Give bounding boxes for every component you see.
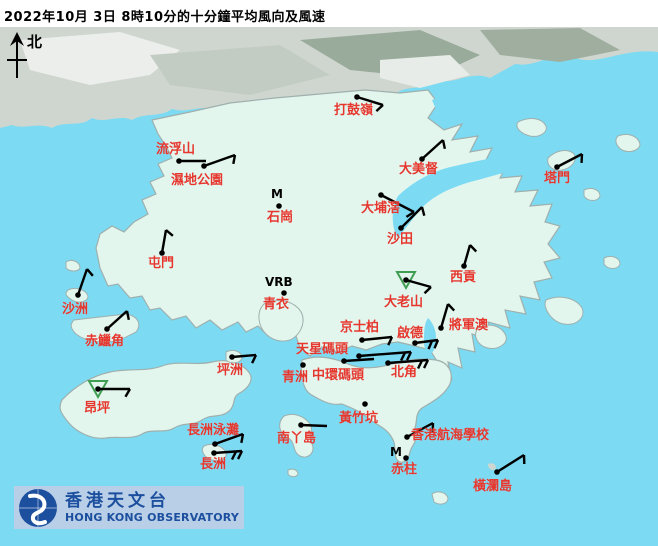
station-kings-park [359,335,394,346]
station-tai-po-kau [378,192,415,218]
station-dot-icon [403,277,409,283]
station-dot-icon [212,441,218,447]
station-dot-icon [412,340,418,346]
station-tsing-yi [281,290,287,296]
urban-patch [380,55,470,88]
station-dot-icon [359,337,365,343]
station-dot-icon [461,263,467,269]
station-dot-icon [362,401,368,407]
station-central-pier [341,357,375,364]
station-sha-chau [75,268,94,298]
north-arrow-icon [7,32,27,78]
station-north-point [385,358,430,370]
hko-name-zh: 香港天文台 [65,490,170,511]
station-kai-tak [412,338,440,350]
tap-mun-island [547,150,576,171]
station-sai-kung [461,244,478,269]
hill-patch [480,28,620,62]
station-dot-icon [404,434,410,440]
station-peng-chau [229,353,258,364]
island [287,468,299,478]
station-shek-kong [276,203,282,209]
station-dot-icon [356,353,362,359]
island [544,296,584,325]
hko-logo-texts: 香港天文台 HONG KONG OBSERVATORY [65,490,240,524]
station-ta-kwu-ling [354,94,384,112]
station-dot-icon [229,354,235,360]
island [615,133,641,153]
station-tseung-kwan-o [438,303,456,331]
station-tuen-mun [159,229,174,256]
starling-inlet [432,91,497,118]
station-dot-icon [201,163,207,169]
station-dot-icon [341,358,347,364]
station-star-ferry [356,350,413,362]
station-green-island [300,362,306,368]
station-dot-icon [494,469,500,475]
station-dot-icon [298,422,304,428]
hko-logo-icon [19,488,57,527]
station-tai-mei-tuk [419,139,447,162]
hko-name-en: HONG KONG OBSERVATORY [65,510,240,524]
station-dot-icon [378,192,384,198]
station-dot-icon [211,450,217,456]
station-dot-icon [554,164,560,170]
station-dot-icon [300,362,306,368]
hko-logo-banner: 香港天文台 HONG KONG OBSERVATORY [14,486,244,529]
tolo-harbour [392,146,549,238]
island [431,491,449,505]
station-wetland-park [201,153,237,169]
station-dot-icon [385,360,391,366]
station-dot-icon [281,290,287,296]
station-hk-sea-school [404,421,435,440]
junk-bay [424,318,436,354]
island [516,118,547,137]
station-dot-icon [403,455,409,461]
station-cheung-chau-beach [212,432,245,447]
station-dot-icon [354,94,360,100]
station-lamma-island [298,422,328,428]
map-title: 2022年10月 3日 8時10分的十分鐘平均風向及風速 [4,10,326,25]
island [475,324,507,349]
station-dot-icon [438,325,444,331]
station-dot-icon [75,292,81,298]
station-dot-icon [398,225,404,231]
station-cheung-chau [211,449,244,461]
station-chek-lap-kok [104,310,130,332]
tsing-yi-island [258,300,304,342]
station-lau-fau-shan [176,158,206,164]
urban-patch [150,45,330,95]
station-tates-cairn [395,271,432,295]
station-dot-icon [104,326,110,332]
station-ngong-ping [87,380,132,400]
station-dot-icon [419,156,425,162]
island [583,187,601,201]
station-sha-tin [398,206,426,231]
title-bar: 2022年10月 3日 8時10分的十分鐘平均風向及風速 [0,0,658,27]
island [603,255,621,269]
station-wong-chuk-hang [362,401,368,407]
triangle-station-icon [395,271,417,291]
station-dot-icon [176,158,182,164]
station-tap-mun [554,152,584,170]
station-dot-icon [95,386,101,392]
island [65,259,81,272]
urban-patch [20,32,180,85]
station-waglan-island [494,453,526,475]
station-dot-icon [159,250,165,256]
station-stanley [403,455,409,461]
north-label: 北 [27,33,43,51]
station-dot-icon [276,203,282,209]
waglan-rock [488,463,496,471]
